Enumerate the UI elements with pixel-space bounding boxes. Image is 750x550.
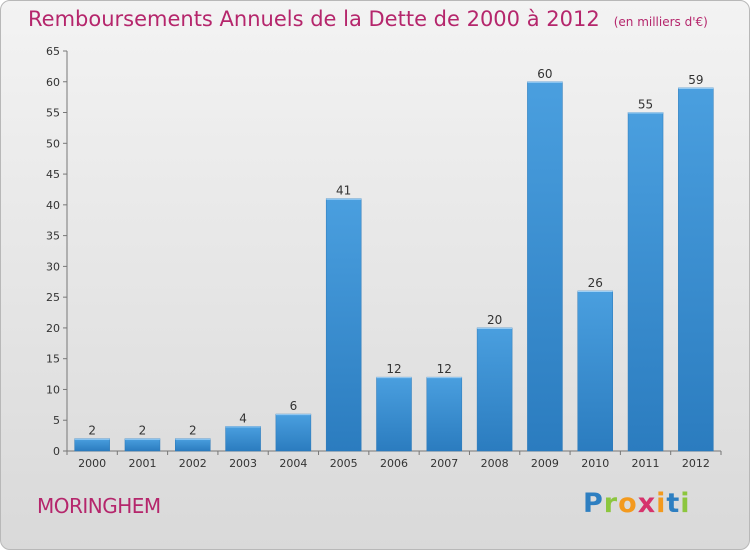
bar-2005	[325, 198, 362, 452]
y-tick-label: 25	[46, 291, 60, 304]
bar-2001	[124, 438, 161, 452]
y-tick-label: 0	[53, 445, 60, 458]
x-tick-label-2007: 2007	[430, 457, 458, 470]
y-tick-label: 60	[46, 76, 60, 89]
y-tick-label: 50	[46, 137, 60, 150]
logo-letter: o	[618, 488, 638, 519]
y-tick-label: 5	[53, 414, 60, 427]
bar-2008	[476, 327, 513, 452]
x-tick-label-2009: 2009	[531, 457, 559, 470]
bar-2006	[376, 376, 412, 452]
value-label-2008: 20	[487, 313, 502, 327]
bar-2011	[627, 112, 664, 452]
y-tick-label: 55	[46, 107, 60, 120]
value-label-2000: 2	[88, 424, 96, 438]
bar-2002	[175, 438, 211, 452]
y-tick-label: 45	[46, 168, 60, 181]
value-label-2004: 6	[290, 399, 298, 413]
value-label-2009: 60	[537, 67, 552, 81]
x-tick-label-2006: 2006	[380, 457, 408, 470]
logo-letter: r	[603, 488, 619, 519]
value-label-2003: 4	[239, 411, 247, 425]
value-label-2001: 2	[139, 424, 147, 438]
bar-2004	[275, 413, 312, 452]
bar-2012	[678, 87, 714, 452]
proxiti-logo: Proxiti	[583, 488, 691, 519]
x-tick-label-2001: 2001	[128, 457, 156, 470]
value-label-2006: 12	[386, 362, 401, 376]
value-label-2005: 41	[336, 184, 351, 198]
x-tick-label-2004: 2004	[279, 457, 307, 470]
x-tick-label-2008: 2008	[481, 457, 509, 470]
x-tick-label-2012: 2012	[682, 457, 710, 470]
y-tick-label: 20	[46, 322, 60, 335]
bar-2000	[74, 438, 110, 452]
value-label-2011: 55	[638, 98, 653, 112]
chart-title: Remboursements Annuels de la Dette de 20…	[28, 7, 708, 31]
value-label-2002: 2	[189, 424, 197, 438]
logo-letter: i	[656, 488, 667, 519]
x-tick-label-2002: 2002	[179, 457, 207, 470]
x-tick-label-2003: 2003	[229, 457, 257, 470]
y-tick-label: 15	[46, 353, 60, 366]
logo-letter: x	[637, 488, 657, 519]
chart-unit: (en milliers d'€)	[613, 15, 708, 29]
value-label-2010: 26	[588, 276, 603, 290]
value-label-2012: 59	[688, 73, 703, 87]
x-tick-label-2005: 2005	[330, 457, 358, 470]
bar-2009	[527, 81, 563, 452]
value-label-2007: 12	[437, 362, 452, 376]
y-tick-label: 30	[46, 260, 60, 273]
x-tick-label-2000: 2000	[78, 457, 106, 470]
axes: 0 5 10 15 20 25 30 35 40 45 50 55 60 65	[46, 45, 722, 458]
logo-letter: i	[680, 488, 691, 519]
x-tick-label-2011: 2011	[632, 457, 660, 470]
x-tick-label-2010: 2010	[581, 457, 609, 470]
bars: 2 2000 2 2001 2 2002 4 2003 6 2004 41 2005 12 2006 12 2…	[74, 67, 714, 470]
y-tick-label: 35	[46, 230, 60, 243]
bar-2007	[426, 376, 463, 452]
bar-2003	[225, 426, 261, 452]
logo-letter: P	[583, 488, 604, 519]
y-tick-label: 40	[46, 199, 60, 212]
logo-letter: t	[666, 488, 681, 519]
commune-name: MORINGHEM	[37, 494, 161, 518]
y-tick-label: 10	[46, 383, 60, 396]
y-tick-label: 65	[46, 45, 60, 58]
bar-2010	[577, 290, 613, 452]
